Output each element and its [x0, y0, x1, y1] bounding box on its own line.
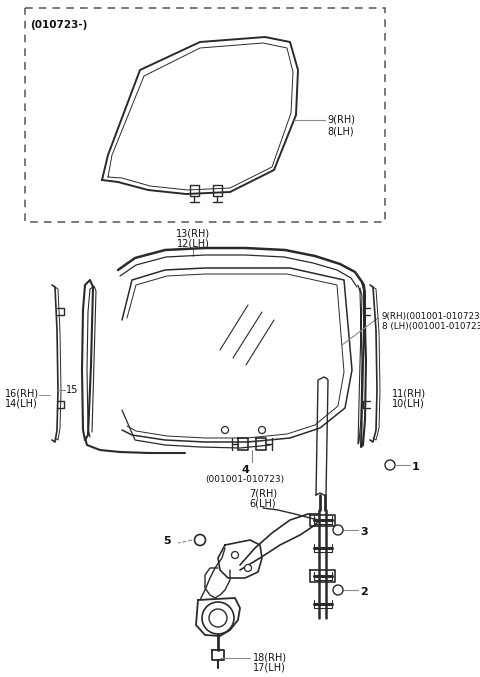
Text: 2: 2	[360, 587, 368, 597]
Text: 4: 4	[241, 465, 249, 475]
Text: 6(LH): 6(LH)	[250, 498, 276, 508]
Circle shape	[231, 552, 239, 559]
Circle shape	[244, 565, 252, 571]
Circle shape	[202, 602, 234, 634]
Text: (001001-010723): (001001-010723)	[205, 475, 285, 484]
Circle shape	[194, 535, 205, 546]
Text: 13(RH): 13(RH)	[176, 228, 210, 238]
FancyBboxPatch shape	[25, 8, 385, 222]
Text: 9(RH)(001001-010723): 9(RH)(001001-010723)	[382, 312, 480, 321]
Text: 1: 1	[412, 462, 420, 472]
Text: 11(RH): 11(RH)	[392, 388, 426, 398]
Circle shape	[221, 427, 228, 433]
Text: 10(LH): 10(LH)	[392, 398, 425, 408]
Circle shape	[333, 585, 343, 595]
Text: 3: 3	[360, 527, 368, 537]
Text: 8(LH): 8(LH)	[327, 126, 354, 136]
Text: 17(LH): 17(LH)	[253, 662, 286, 672]
Circle shape	[209, 609, 227, 627]
Text: 18(RH): 18(RH)	[253, 652, 287, 662]
Text: 8 (LH)(001001-010723): 8 (LH)(001001-010723)	[382, 322, 480, 331]
Text: 16(RH): 16(RH)	[5, 388, 39, 398]
Circle shape	[333, 525, 343, 535]
Text: 9(RH): 9(RH)	[327, 115, 355, 125]
Text: 12(LH): 12(LH)	[177, 238, 209, 248]
Text: (010723-): (010723-)	[30, 20, 87, 30]
Circle shape	[259, 427, 265, 433]
Text: 14(LH): 14(LH)	[5, 399, 38, 409]
Text: 15: 15	[66, 385, 78, 395]
Text: 7(RH): 7(RH)	[249, 488, 277, 498]
Text: 5: 5	[163, 536, 170, 546]
Circle shape	[385, 460, 395, 470]
